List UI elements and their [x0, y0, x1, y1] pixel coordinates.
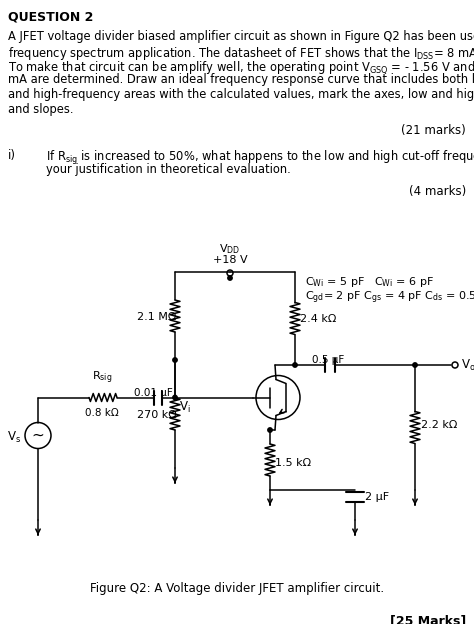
Text: (4 marks): (4 marks)	[409, 185, 466, 198]
Circle shape	[268, 428, 272, 432]
Text: ~: ~	[32, 428, 45, 443]
Text: 2.4 kΩ: 2.4 kΩ	[300, 314, 337, 324]
Text: i): i)	[8, 149, 16, 162]
Text: V$_{\rm s}$: V$_{\rm s}$	[7, 430, 21, 445]
Circle shape	[413, 363, 417, 367]
Text: C$_{\rm gd}$= 2 pF C$_{\rm gs}$ = 4 pF C$_{\rm ds}$ = 0.5 pF: C$_{\rm gd}$= 2 pF C$_{\rm gs}$ = 4 pF C…	[305, 290, 474, 306]
Text: Figure Q2: A Voltage divider JFET amplifier circuit.: Figure Q2: A Voltage divider JFET amplif…	[90, 582, 384, 595]
Text: (21 marks): (21 marks)	[401, 124, 466, 137]
Text: [25 Marks]: [25 Marks]	[390, 614, 466, 624]
Text: frequency spectrum application. The datasheet of FET shows that the I$_{\rm DSS}: frequency spectrum application. The data…	[8, 44, 474, 62]
Text: 2.1 MΩ: 2.1 MΩ	[137, 312, 176, 322]
Text: 270 kΩ: 270 kΩ	[137, 410, 177, 420]
Text: V$_{\rm i}$: V$_{\rm i}$	[179, 399, 191, 414]
Text: mA are determined. Draw an ideal frequency response curve that includes both low: mA are determined. Draw an ideal frequen…	[8, 74, 474, 87]
Text: QUESTION 2: QUESTION 2	[8, 11, 93, 24]
Text: and high-frequency areas with the calculated values, mark the axes, low and high: and high-frequency areas with the calcul…	[8, 88, 474, 101]
Circle shape	[173, 358, 177, 362]
Text: V$_{\rm o}$: V$_{\rm o}$	[461, 358, 474, 373]
Text: To make that circuit can be amplify well, the operating point V$_{\rm GSQ}$ = - : To make that circuit can be amplify well…	[8, 59, 474, 76]
Text: C$_{\rm Wi}$ = 5 pF   C$_{\rm Wi}$ = 6 pF: C$_{\rm Wi}$ = 5 pF C$_{\rm Wi}$ = 6 pF	[305, 275, 434, 289]
Circle shape	[293, 363, 297, 367]
Text: 0.8 kΩ: 0.8 kΩ	[85, 407, 119, 417]
Text: 0.5 μF: 0.5 μF	[312, 355, 344, 365]
Text: +18 V: +18 V	[213, 255, 247, 265]
Text: 2 μF: 2 μF	[365, 492, 389, 502]
Text: A JFET voltage divider biased amplifier circuit as shown in Figure Q2 has been u: A JFET voltage divider biased amplifier …	[8, 30, 474, 43]
Text: and slopes.: and slopes.	[8, 102, 73, 115]
Text: your justification in theoretical evaluation.: your justification in theoretical evalua…	[46, 163, 291, 177]
Text: 0.01 μF: 0.01 μF	[134, 388, 173, 397]
Text: If R$_{\rm sig}$ is increased to 50%, what happens to the low and high cut-off f: If R$_{\rm sig}$ is increased to 50%, wh…	[46, 149, 474, 167]
Text: V$_{\rm DD}$: V$_{\rm DD}$	[219, 242, 241, 256]
Text: 2.2 kΩ: 2.2 kΩ	[421, 421, 457, 431]
Circle shape	[173, 395, 177, 400]
Text: R$_{\rm sig}$: R$_{\rm sig}$	[92, 369, 112, 386]
Circle shape	[228, 276, 232, 280]
Text: 1.5 kΩ: 1.5 kΩ	[275, 458, 311, 468]
